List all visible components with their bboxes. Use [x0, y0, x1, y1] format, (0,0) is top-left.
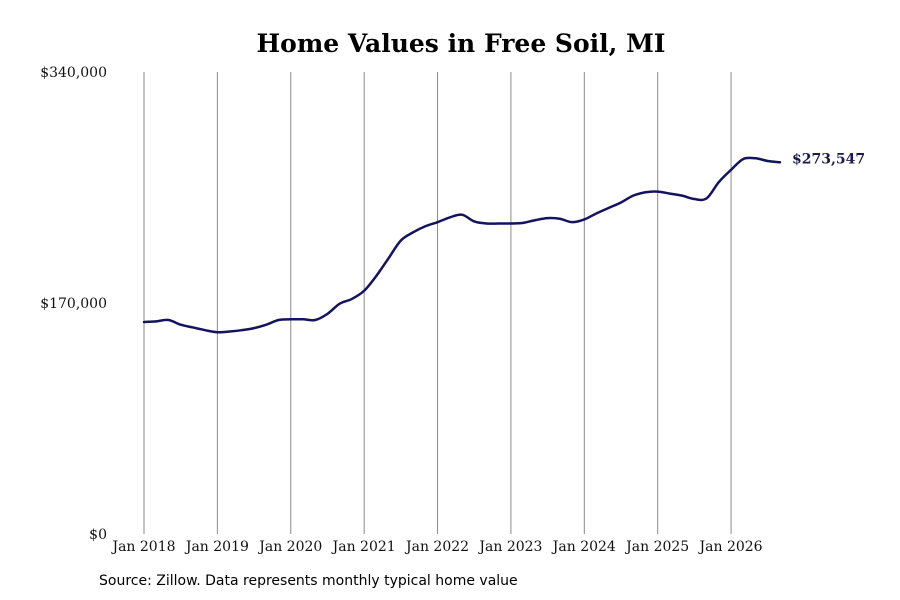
x-tick-label-1: Jan 2019 [184, 539, 249, 555]
x-tick-label-5: Jan 2023 [477, 539, 542, 555]
x-tick-label-3: Jan 2021 [331, 539, 396, 555]
x-tick-label-4: Jan 2022 [404, 539, 469, 555]
annotations: $273,547 [792, 151, 865, 167]
x-tick-label-7: Jan 2025 [624, 539, 689, 555]
grid-lines [143, 72, 732, 534]
y-axis-ticks: $0 $170,000 $340,000 [40, 65, 107, 543]
x-tick-label-8: Jan 2026 [698, 539, 763, 555]
x-tick-label-0: Jan 2018 [110, 539, 175, 555]
x-tick-label-6: Jan 2024 [551, 539, 616, 555]
y-tick-label-1: $170,000 [40, 296, 107, 312]
series-group [142, 156, 782, 334]
chart-title: Home Values in Free Soil, MI [257, 29, 666, 58]
y-tick-label-2: $340,000 [40, 65, 107, 81]
y-tick-label-0: $0 [89, 527, 107, 543]
end-value-label: $273,547 [792, 151, 865, 167]
x-tick-label-2: Jan 2020 [257, 539, 322, 555]
x-axis-ticks: Jan 2018 Jan 2019 Jan 2020 Jan 2021 Jan 2022… [110, 539, 762, 555]
source-note: Source: Zillow. Data represents monthly … [99, 573, 518, 589]
series-line-0 [142, 156, 782, 334]
